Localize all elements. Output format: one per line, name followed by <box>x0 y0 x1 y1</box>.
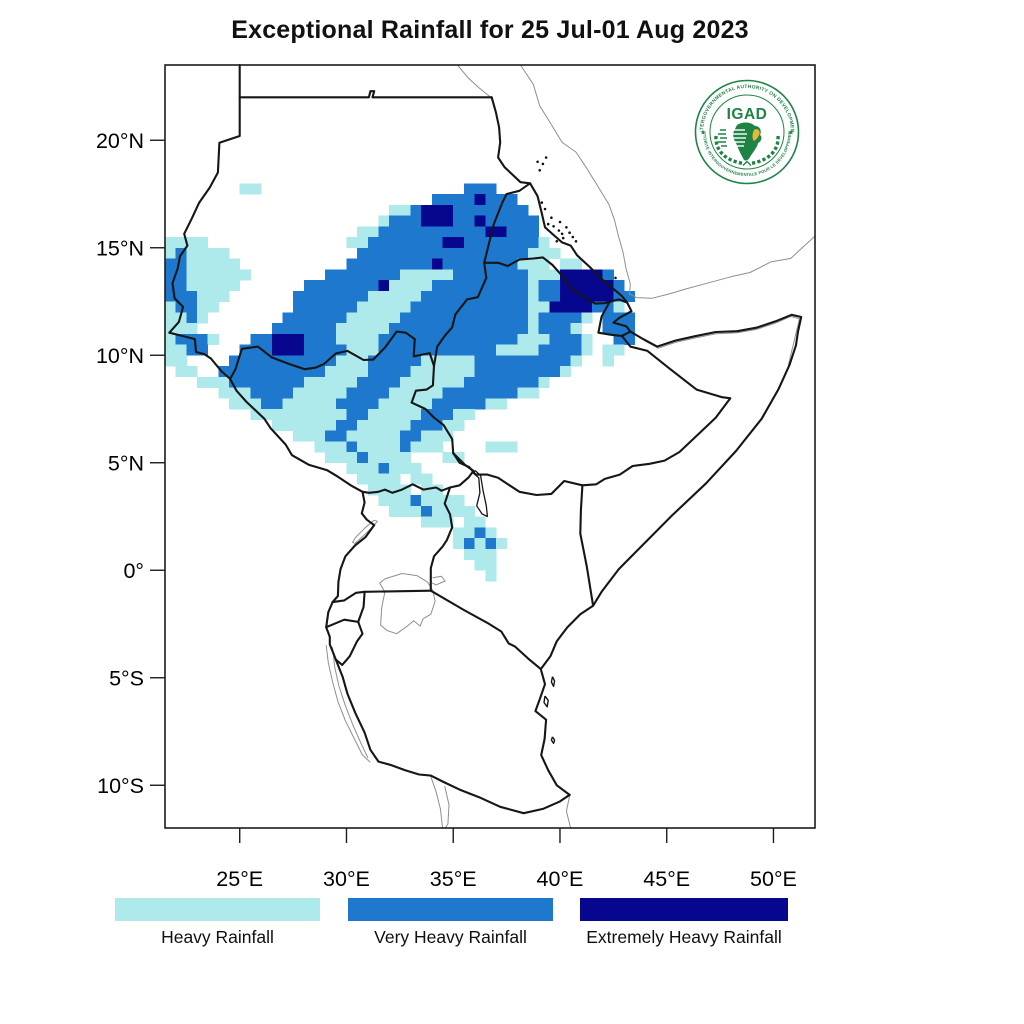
map-frame <box>164 64 816 829</box>
x-axis-label: 45°E <box>643 867 690 891</box>
y-axis-label: 5°S <box>109 666 144 690</box>
island-speckles <box>536 156 617 280</box>
igad-logo: INTERGOVERNMENTAL AUTHORITY ON DEVELOPME… <box>694 79 800 185</box>
y-axis-label: 20°N <box>96 129 144 153</box>
x-axis-label: 30°E <box>323 867 370 891</box>
logo-star-left-icon: ★ <box>700 129 706 137</box>
logo-africa-emblem <box>718 122 762 161</box>
x-axis-label: 40°E <box>537 867 584 891</box>
logo-wreath <box>714 135 780 166</box>
y-axis-label: 5°N <box>108 451 144 475</box>
axis-ticks-and-labels: 20°N 15°N 10°N 5°N 0° 5°S 10°S 25°E 30°E 35°E 40°E… <box>96 129 797 891</box>
y-axis-label: 10°N <box>96 344 144 368</box>
country-borders <box>168 63 803 815</box>
neighbor-borders-and-lakes <box>325 64 815 829</box>
map-title: Exceptional Rainfall for 25 Jul-01 Aug 2… <box>231 16 749 44</box>
y-axis-label: 15°N <box>96 236 144 260</box>
logo-acronym: IGAD <box>727 106 768 123</box>
y-axis-label: 10°S <box>97 774 144 798</box>
x-axis-label: 50°E <box>750 867 797 891</box>
x-axis-label: 35°E <box>430 867 477 891</box>
logo-star-right-icon: ★ <box>788 129 794 137</box>
x-axis-label: 25°E <box>216 867 263 891</box>
y-axis-label: 0° <box>123 559 144 583</box>
rainfall-raster <box>165 183 636 582</box>
coastal-islands <box>543 676 556 744</box>
